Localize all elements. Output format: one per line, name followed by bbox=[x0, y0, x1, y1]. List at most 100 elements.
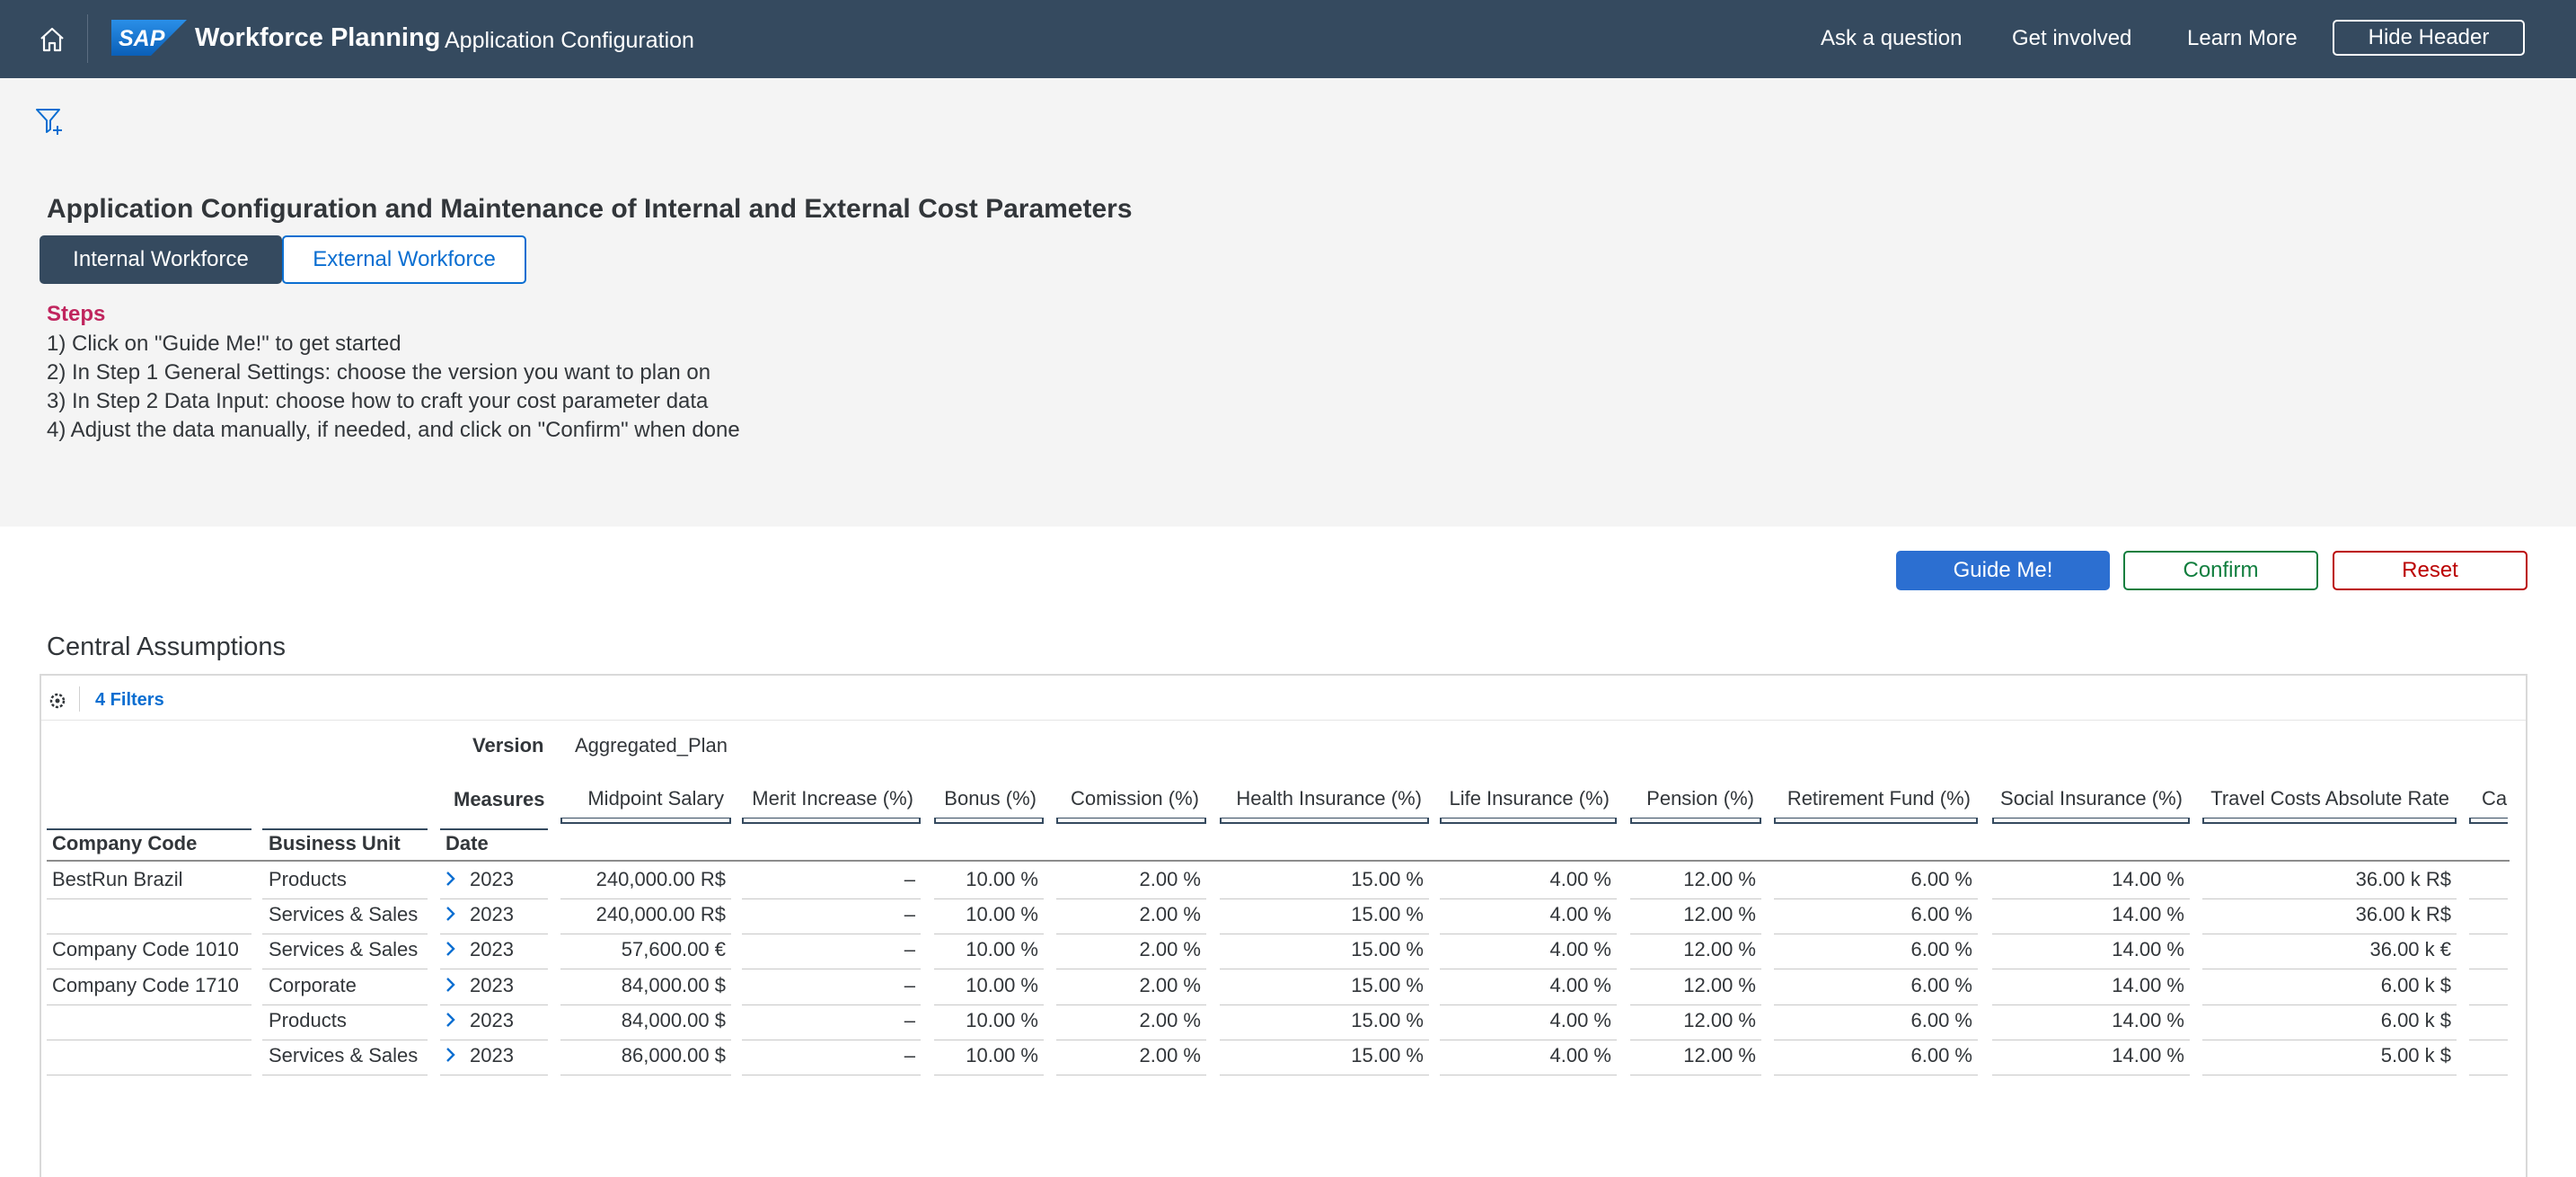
measure-header-bar bbox=[1630, 818, 1761, 824]
ask-question-link[interactable]: Ask a question bbox=[1821, 26, 1963, 50]
settings-icon[interactable] bbox=[47, 690, 68, 712]
value-cell[interactable]: 2.00 % bbox=[1139, 1009, 1202, 1031]
value-cell[interactable]: – bbox=[904, 974, 915, 996]
dim-underline bbox=[440, 828, 548, 830]
value-cell[interactable]: 10.00 % bbox=[966, 868, 1038, 890]
value-cell[interactable]: 10.00 % bbox=[966, 938, 1038, 960]
value-cell[interactable]: 36.00 k R$ bbox=[2355, 903, 2451, 925]
expand-chevron-icon[interactable] bbox=[444, 870, 456, 888]
dim-underline bbox=[262, 828, 428, 830]
add-filter-icon[interactable] bbox=[34, 106, 70, 138]
value-cell[interactable]: 240,000.00 R$ bbox=[595, 903, 726, 925]
value-cell[interactable]: 4.00 % bbox=[1549, 1044, 1612, 1066]
value-cell[interactable]: 15.00 % bbox=[1351, 868, 1424, 890]
value-cell[interactable]: 14.00 % bbox=[2112, 1009, 2184, 1031]
value-cell[interactable]: 14.00 % bbox=[2112, 868, 2184, 890]
value-cell[interactable]: 14.00 % bbox=[2112, 903, 2184, 925]
value-cell[interactable]: 86,000.00 $ bbox=[621, 1044, 726, 1066]
value-cell[interactable]: 6.00 % bbox=[1910, 1009, 1973, 1031]
date-cell: 2023 bbox=[470, 1044, 514, 1066]
expand-chevron-icon[interactable] bbox=[444, 976, 456, 994]
steps-title: Steps bbox=[47, 302, 106, 326]
value-cell[interactable]: 12.00 % bbox=[1683, 868, 1756, 890]
value-cell[interactable]: 10.00 % bbox=[966, 974, 1038, 996]
value-cell[interactable]: 84,000.00 $ bbox=[621, 974, 726, 996]
value-cell[interactable]: 6.00 % bbox=[1910, 974, 1973, 996]
value-cell[interactable]: – bbox=[904, 1009, 915, 1031]
value-cell[interactable]: 84,000.00 $ bbox=[621, 1009, 726, 1031]
value-cell[interactable]: 2.00 % bbox=[1139, 1044, 1202, 1066]
value-cell[interactable]: 14.00 % bbox=[2112, 1044, 2184, 1066]
guide-me-button[interactable]: Guide Me! bbox=[1896, 551, 2110, 590]
measure-header-bar bbox=[1992, 818, 2190, 824]
value-cell[interactable]: 36.00 k R$ bbox=[2355, 868, 2451, 890]
expand-chevron-icon[interactable] bbox=[444, 1011, 456, 1029]
value-cell[interactable]: 6.00 % bbox=[1910, 1044, 1973, 1066]
value-cell[interactable]: – bbox=[904, 938, 915, 960]
measure-header[interactable]: Retirement Fund (%) bbox=[1786, 787, 1971, 810]
value-cell[interactable]: 6.00 k $ bbox=[2380, 974, 2451, 996]
value-cell[interactable]: 5.00 k $ bbox=[2380, 1044, 2451, 1066]
value-cell[interactable]: 14.00 % bbox=[2112, 974, 2184, 996]
measure-header[interactable]: Ca bbox=[2482, 787, 2508, 810]
value-cell[interactable]: – bbox=[904, 903, 915, 925]
value-cell[interactable]: 4.00 % bbox=[1549, 1009, 1612, 1031]
value-cell[interactable]: 240,000.00 R$ bbox=[595, 868, 726, 890]
value-cell[interactable]: 10.00 % bbox=[966, 903, 1038, 925]
value-cell[interactable]: 10.00 % bbox=[966, 1044, 1038, 1066]
tab-external-workforce[interactable]: External Workforce bbox=[282, 235, 526, 284]
value-cell[interactable]: 15.00 % bbox=[1351, 974, 1424, 996]
value-cell[interactable]: 2.00 % bbox=[1139, 868, 1202, 890]
value-cell[interactable]: 12.00 % bbox=[1683, 1009, 1756, 1031]
value-cell[interactable]: 10.00 % bbox=[966, 1009, 1038, 1031]
value-cell[interactable]: 6.00 % bbox=[1910, 938, 1973, 960]
value-cell[interactable]: 15.00 % bbox=[1351, 903, 1424, 925]
confirm-button[interactable]: Confirm bbox=[2123, 551, 2318, 590]
value-cell[interactable]: 12.00 % bbox=[1683, 938, 1756, 960]
measure-header[interactable]: Social Insurance (%) bbox=[2000, 787, 2183, 810]
measure-header[interactable]: Life Insurance (%) bbox=[1449, 787, 1610, 810]
expand-chevron-icon[interactable] bbox=[444, 905, 456, 923]
filters-link[interactable]: 4 Filters bbox=[95, 690, 164, 710]
business-unit-cell: Services & Sales bbox=[269, 1044, 419, 1066]
value-cell[interactable]: 57,600.00 € bbox=[621, 938, 726, 960]
dim-header-business-unit: Business Unit bbox=[269, 832, 401, 854]
value-cell[interactable]: 14.00 % bbox=[2112, 938, 2184, 960]
value-cell[interactable]: 36.00 k € bbox=[2369, 938, 2451, 960]
value-cell[interactable]: 6.00 % bbox=[1910, 868, 1973, 890]
value-cell[interactable]: 15.00 % bbox=[1351, 938, 1424, 960]
value-cell[interactable]: 12.00 % bbox=[1683, 903, 1756, 925]
get-involved-link[interactable]: Get involved bbox=[2012, 26, 2132, 50]
value-cell[interactable]: 2.00 % bbox=[1139, 903, 1202, 925]
expand-chevron-icon[interactable] bbox=[444, 1046, 456, 1064]
measure-header[interactable]: Travel Costs Absolute Rate bbox=[2210, 787, 2449, 810]
measure-header[interactable]: Pension (%) bbox=[1646, 787, 1754, 810]
tab-internal-workforce[interactable]: Internal Workforce bbox=[40, 235, 282, 284]
value-cell[interactable]: 6.00 k $ bbox=[2380, 1009, 2451, 1031]
value-cell[interactable]: – bbox=[904, 1044, 915, 1066]
hide-header-button[interactable]: Hide Header bbox=[2333, 20, 2525, 56]
reset-button[interactable]: Reset bbox=[2333, 551, 2527, 590]
value-cell[interactable]: 4.00 % bbox=[1549, 868, 1612, 890]
measure-header[interactable]: Midpoint Salary bbox=[587, 787, 724, 810]
value-cell[interactable]: 12.00 % bbox=[1683, 1044, 1756, 1066]
value-cell[interactable]: 15.00 % bbox=[1351, 1044, 1424, 1066]
measure-header[interactable]: Health Insurance (%) bbox=[1236, 787, 1422, 810]
row-separator bbox=[440, 898, 548, 899]
sap-logo[interactable]: SAP bbox=[111, 20, 187, 56]
measure-header[interactable]: Bonus (%) bbox=[944, 787, 1037, 810]
measure-header[interactable]: Merit Increase (%) bbox=[752, 787, 913, 810]
value-cell[interactable]: 6.00 % bbox=[1910, 903, 1973, 925]
value-cell[interactable]: 4.00 % bbox=[1549, 974, 1612, 996]
value-cell[interactable]: 12.00 % bbox=[1683, 974, 1756, 996]
measure-header[interactable]: Comission (%) bbox=[1070, 787, 1199, 810]
value-cell[interactable]: 2.00 % bbox=[1139, 974, 1202, 996]
learn-more-link[interactable]: Learn More bbox=[2187, 26, 2298, 50]
value-cell[interactable]: 15.00 % bbox=[1351, 1009, 1424, 1031]
value-cell[interactable]: 4.00 % bbox=[1549, 903, 1612, 925]
value-cell[interactable]: – bbox=[904, 868, 915, 890]
value-cell[interactable]: 2.00 % bbox=[1139, 938, 1202, 960]
expand-chevron-icon[interactable] bbox=[444, 940, 456, 958]
home-icon[interactable] bbox=[34, 22, 70, 58]
value-cell[interactable]: 4.00 % bbox=[1549, 938, 1612, 960]
